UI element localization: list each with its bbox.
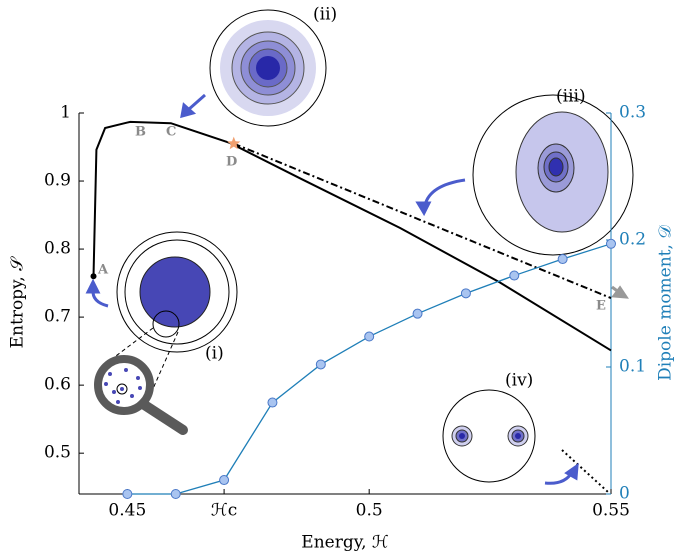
point-label: A <box>97 263 109 278</box>
annotation: (iii) <box>556 87 586 107</box>
marker <box>315 359 326 370</box>
y-tick-label: 1 <box>60 103 71 123</box>
inset-iv <box>442 389 609 493</box>
marker <box>219 475 230 486</box>
annotation: (i) <box>205 344 224 364</box>
marker <box>364 331 375 342</box>
x-tick-label: 0.55 <box>592 501 630 521</box>
point <box>227 136 241 150</box>
annotation: E <box>596 299 606 314</box>
y2-tick-label: 0.2 <box>619 230 646 250</box>
y2-tick-label: 0 <box>619 484 630 504</box>
x-tick-label: ℋc <box>211 501 237 521</box>
annotation: C <box>166 125 176 140</box>
series-line <box>92 120 612 352</box>
y-tick-label: 0.9 <box>44 171 71 191</box>
y-tick-label: 0.6 <box>44 375 71 395</box>
y2-tick-label: 0.1 <box>619 357 646 377</box>
annotation: (iv) <box>505 371 533 391</box>
inset-ii <box>209 9 327 127</box>
marker <box>267 397 278 408</box>
arrows <box>85 93 629 485</box>
marker <box>412 308 423 319</box>
inset-iii <box>472 94 634 256</box>
marker <box>460 288 471 299</box>
y-tick-label: 0.7 <box>44 307 71 327</box>
point-label: D <box>226 155 237 170</box>
marker <box>509 270 520 281</box>
inset-i <box>94 231 238 435</box>
marker <box>557 254 568 265</box>
y-tick-label: 0.8 <box>44 239 71 259</box>
x-tick-label: 0.5 <box>356 501 383 521</box>
x-axis-label: Energy, ℋ <box>301 533 389 553</box>
x-tick-label: 0.45 <box>108 501 146 521</box>
y-tick-label: 0.5 <box>44 443 71 463</box>
point <box>90 273 97 280</box>
annotation: B <box>135 125 146 140</box>
marker <box>606 238 616 249</box>
y2-axis-label: Dipole moment, 𝒟 <box>656 225 676 381</box>
y-axis-label: Entropy, 𝒮 <box>8 256 28 349</box>
y2-tick-label: 0.3 <box>619 103 646 123</box>
marker <box>170 489 181 499</box>
annotation: (ii) <box>313 5 337 25</box>
marker <box>122 489 133 499</box>
